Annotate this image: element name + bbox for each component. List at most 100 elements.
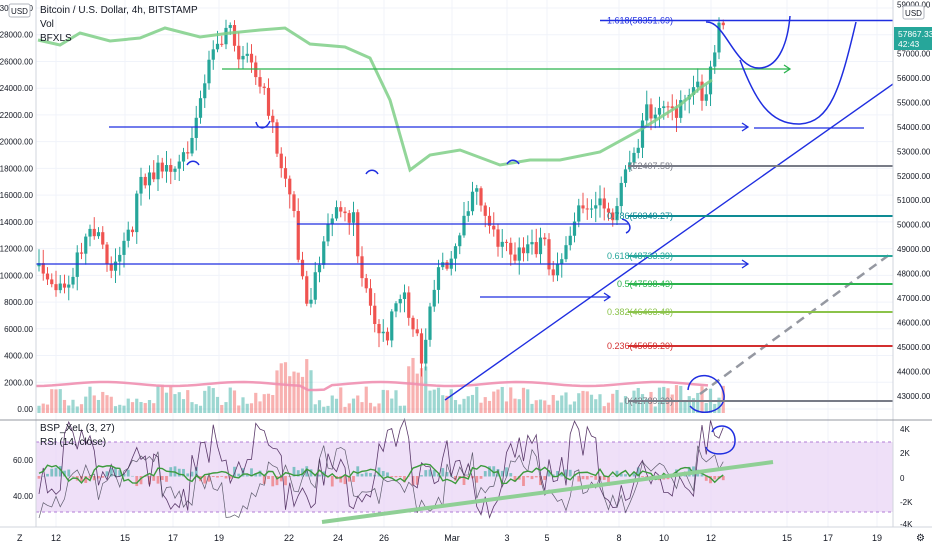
volume-bar: [683, 401, 687, 413]
candle-body: [419, 333, 424, 364]
candle-body: [50, 279, 54, 285]
candle-body: [92, 228, 96, 237]
volume-bar: [577, 393, 581, 413]
volume-bar: [177, 392, 181, 413]
volume-bar: [356, 395, 360, 413]
candle-body: [453, 246, 458, 259]
left-axis-label: 6000.00: [4, 325, 33, 334]
rsi-left-axis: 40.00 60.00: [13, 456, 34, 501]
bsp-hist-bar: [352, 476, 355, 482]
bsp-hist-bar: [271, 476, 275, 487]
time-label: 5: [544, 533, 549, 543]
circle-mark-osc: [705, 425, 736, 455]
volume-bar: [228, 387, 232, 413]
bsp-line-b: [38, 445, 724, 519]
bsp-line-a: [38, 418, 724, 519]
currency-badge-left-text: USD: [11, 7, 28, 16]
candle-body: [326, 224, 330, 242]
candle-body: [194, 117, 198, 138]
right-axis-label: 49000.00: [897, 245, 931, 254]
currency-badge-right[interactable]: [902, 5, 925, 20]
volume-bar: [475, 386, 479, 413]
candle-body: [334, 207, 339, 219]
bsp-hist-bar: [700, 474, 704, 477]
candle-body: [441, 262, 445, 268]
bsp-hist-bar: [526, 476, 530, 478]
bsp-hist-bar: [318, 474, 321, 477]
volume-bar: [300, 376, 305, 413]
top-mark: [186, 160, 200, 166]
candle-body: [258, 77, 262, 87]
candle-body: [606, 208, 611, 213]
volume-bar: [152, 403, 156, 413]
bsp-hist-bar: [237, 473, 241, 477]
bsp-hist-bar: [301, 468, 304, 477]
right-price-axis[interactable]: 43000.00 44000.00 45000.00 46000.00 47000.00…: [897, 1, 931, 401]
candle-body: [700, 81, 704, 101]
time-label: 17: [168, 533, 178, 543]
left-axis-label: 4000.00: [4, 352, 33, 361]
volume-bar: [317, 400, 322, 413]
time-label: 15: [120, 533, 130, 543]
ascending-trendline: [444, 83, 894, 401]
volume-bar: [198, 405, 203, 413]
bsp-hist-bar: [63, 470, 66, 477]
candle-body: [275, 122, 279, 154]
volume-bar: [606, 402, 611, 413]
arrow-head: [783, 64, 792, 74]
bsp-hist-bar: [530, 476, 534, 480]
right-axis-label: 47000.00: [897, 294, 931, 303]
candle-body: [445, 262, 449, 269]
candle-body: [653, 114, 657, 119]
right-axis-label: 50000.00: [897, 221, 931, 230]
candle-body: [385, 331, 390, 341]
volume-bar: [691, 398, 696, 413]
bsp-hist-bar: [509, 473, 513, 477]
volume-bar: [479, 402, 483, 413]
time-label: 12: [706, 533, 716, 543]
bsp-hist-bar: [364, 472, 368, 477]
volume-bar: [623, 396, 628, 413]
candle-body: [577, 205, 581, 222]
bsp-hist-bar: [390, 476, 394, 477]
last-price-value: 57867.33: [898, 29, 932, 39]
volume-bar: [424, 366, 428, 413]
volume-bar: [581, 390, 585, 413]
candle-body: [649, 104, 653, 119]
bsp-hist-bar: [190, 471, 194, 477]
volume-bar: [75, 406, 79, 413]
candle-body: [262, 86, 266, 88]
bsp-hist-bar: [216, 476, 219, 478]
left-price-axis[interactable]: 0.00 2000.00 4000.00 6000.00 8000.00 10000.00…: [0, 4, 34, 414]
volume-bar: [135, 398, 139, 413]
bsp-hist-bar: [97, 476, 100, 479]
volume-bar: [687, 396, 691, 413]
bsp-hist-bar: [50, 468, 54, 477]
candle-body: [713, 52, 717, 67]
settings-gear-icon[interactable]: ⚙: [916, 533, 925, 544]
user-drawings: [36, 15, 894, 455]
time-axis[interactable]: 12 15 17 19 22 24 26 Mar 3 5 8 10 12 15 17 19: [51, 533, 882, 543]
bsp-hist-bar: [505, 467, 508, 477]
volume-bar: [313, 404, 317, 413]
volume-bar: [530, 403, 534, 413]
bottom-mark: [255, 120, 271, 129]
candle-body: [317, 264, 322, 273]
candle-body: [88, 228, 92, 237]
z-button[interactable]: Z: [17, 533, 23, 543]
bsp-hist-bar: [356, 466, 360, 477]
bsp-hist-bar: [581, 476, 585, 480]
volume-bar: [551, 394, 555, 413]
volume-bar: [517, 399, 521, 413]
candle-body: [54, 284, 58, 291]
candle-body: [207, 59, 211, 84]
bsp-hist-bar: [713, 476, 717, 480]
candle-body: [674, 108, 679, 118]
bsp-hist-bar: [131, 475, 134, 477]
currency-badge-left[interactable]: [8, 3, 31, 18]
bsp-hist-bar: [114, 468, 117, 477]
candle-body: [679, 100, 683, 118]
candle-body: [504, 241, 509, 243]
volume-bar: [615, 389, 619, 413]
